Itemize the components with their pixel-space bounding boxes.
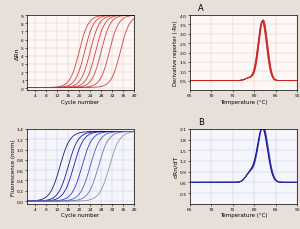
Y-axis label: ΔRn: ΔRn: [14, 47, 20, 60]
X-axis label: Cycle number: Cycle number: [61, 212, 100, 217]
X-axis label: Temperature (°C): Temperature (°C): [220, 99, 267, 104]
X-axis label: Cycle number: Cycle number: [61, 99, 100, 104]
Y-axis label: Fluorescence (norm): Fluorescence (norm): [11, 138, 16, 195]
Y-axis label: Derivative reporter (-Rn): Derivative reporter (-Rn): [173, 21, 178, 86]
Text: B: B: [198, 117, 204, 126]
Text: A: A: [198, 4, 204, 13]
Y-axis label: dRn/dT: dRn/dT: [173, 155, 178, 178]
X-axis label: Temperature (°C): Temperature (°C): [220, 212, 267, 217]
